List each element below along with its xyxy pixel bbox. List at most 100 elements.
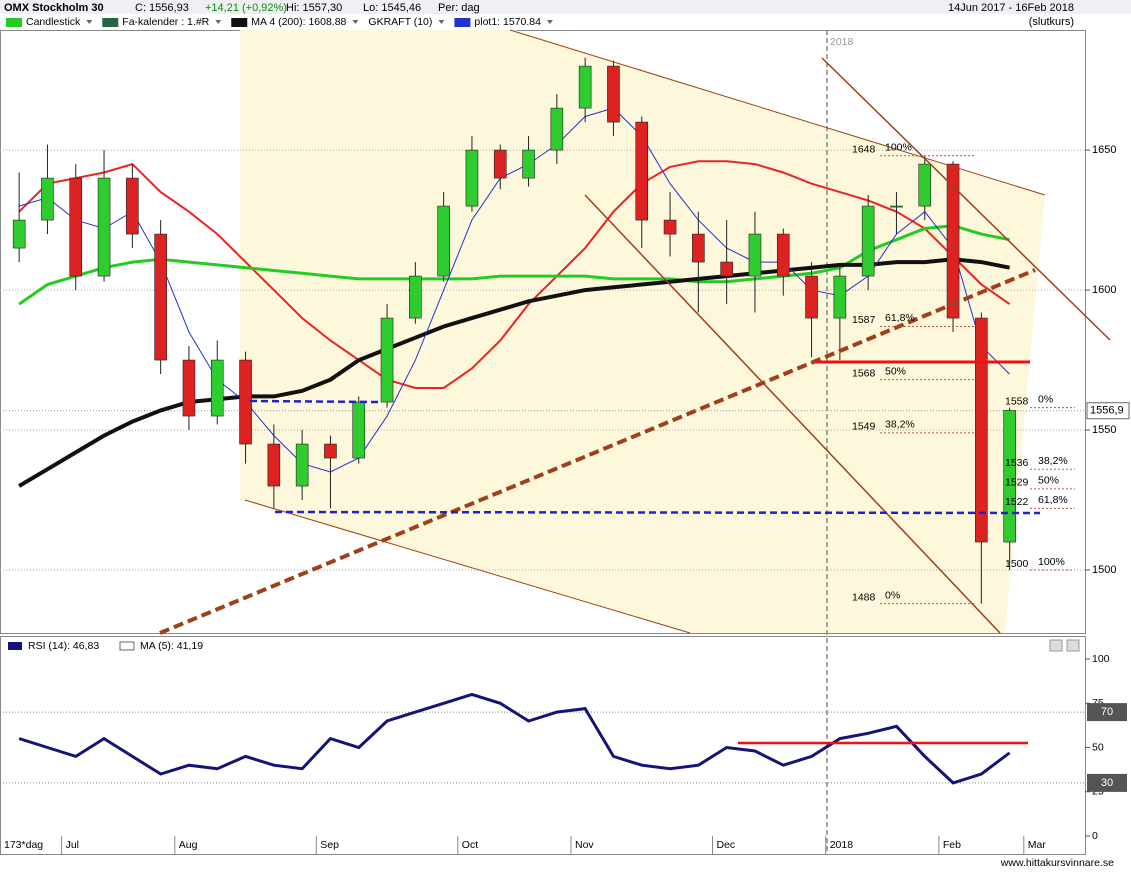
candle-body [635,121,649,221]
legend-dropdown[interactable] [352,20,359,24]
y-tick-label: 0 [1092,830,1098,842]
x-tick-label: Jul [66,839,79,851]
tool-icon[interactable] [1049,639,1063,652]
y-tick-label: 1600 [1092,284,1116,296]
legend-label: MA (5): 41,19 [140,640,203,652]
candle-body [1003,410,1016,543]
legend-dropdown[interactable] [215,20,222,24]
close: C: 1556,93 [135,2,189,14]
legend-swatch [8,642,22,650]
x-tick-label: Nov [575,839,594,851]
trend-line [159,268,1036,635]
candle-body [748,233,762,277]
y-tick-label: 1500 [1092,564,1116,576]
legend-label: MA 4 (200): 1608.88 [251,16,346,28]
candle-body [126,177,139,235]
title: OMX Stockholm 30 [4,2,104,14]
main-frame [0,30,1086,634]
level-label: 30 [1101,777,1113,789]
main-layer [0,30,1085,855]
year-label: 2018 [830,36,854,48]
candle-body [352,401,366,459]
legend-dropdown[interactable] [86,20,93,24]
bar-count: 173*dag [4,839,43,851]
shaded-region [240,30,1045,633]
high: Hi: 1557,30 [286,2,342,14]
fib-price: 1500 [1005,558,1029,570]
candle-body [720,261,733,277]
fib-price: 1536 [1005,457,1029,469]
period: Per: dag [438,2,480,14]
candle-body [97,177,111,277]
legend-dropdown[interactable] [546,20,553,24]
fib-pct: 0% [885,589,900,601]
last-price-box [1086,402,1130,420]
fib-pct: 0% [1038,393,1053,405]
y-tick-label: 50 [1092,741,1104,753]
fib-price: 1488 [852,591,876,603]
x-tick-label: Aug [179,839,198,851]
candle-body [239,359,252,445]
legend-label: plot1: 1570.84 [474,16,541,28]
candle-body [493,149,507,179]
fib-pct: 38,2% [1038,455,1068,467]
price-type: (slutkurs) [1029,16,1074,28]
legend-dropdown[interactable] [438,20,445,24]
ma-line [18,160,1011,389]
fib-price: 1568 [852,367,876,379]
legend-swatch [454,18,471,27]
trend-line [584,194,1001,634]
candle-body [69,177,83,277]
candle-body [918,163,932,207]
candle-body [833,275,847,319]
candle-body [692,233,705,263]
rsi-frame [0,636,1086,855]
candle-body [154,233,167,361]
candle-body [861,205,875,277]
fib-pct: 100% [1038,556,1065,568]
candle-body [182,359,196,417]
trend-line [244,499,691,634]
level-box [1087,703,1127,722]
legend-label: GKRAFT (10) [368,16,432,28]
legend-swatch [102,18,119,27]
candle-body [210,359,224,417]
rsi-line [18,692,1011,785]
y-tick-label: 1650 [1092,144,1116,156]
candle-body [946,163,960,319]
candle-body [295,443,309,487]
y-tick-label: 1550 [1092,424,1116,436]
trend-line [509,29,1046,196]
candle-body [805,275,818,319]
fib-price: 1549 [852,421,876,433]
candle-body [890,205,903,208]
candle-body [607,65,620,123]
candle-body [776,233,790,277]
fib-pct: 50% [1038,475,1059,487]
candle-body [465,149,479,207]
x-tick-label: Sep [320,839,339,851]
last-price-label: 1556,9 [1090,405,1124,417]
candle-body [267,443,281,487]
trend-line [821,57,1111,341]
fib-price: 1648 [852,143,876,155]
fib-pct: 50% [885,365,906,377]
candle-body [975,317,988,543]
candle-body [550,107,564,151]
legend-label: Fa-kalender : 1.#R [122,16,209,28]
candle-body [409,275,422,319]
level-box [1087,773,1127,792]
legend-label: Candlestick [26,16,81,28]
close-icon[interactable] [1066,639,1080,652]
x-tick-label: 2018 [830,839,854,851]
x-tick-label: Feb [943,839,961,851]
fib-price: 1558 [1005,395,1029,407]
fib-pct: 61,8% [885,312,915,324]
legend-swatch [119,641,135,651]
candle-body [437,205,450,277]
header-bar [0,0,1131,14]
site: www.hittakursvinnare.se [1000,857,1114,869]
change: +14,21 (+0,92%) [205,2,287,14]
fib-pct: 61,8% [1038,494,1068,506]
